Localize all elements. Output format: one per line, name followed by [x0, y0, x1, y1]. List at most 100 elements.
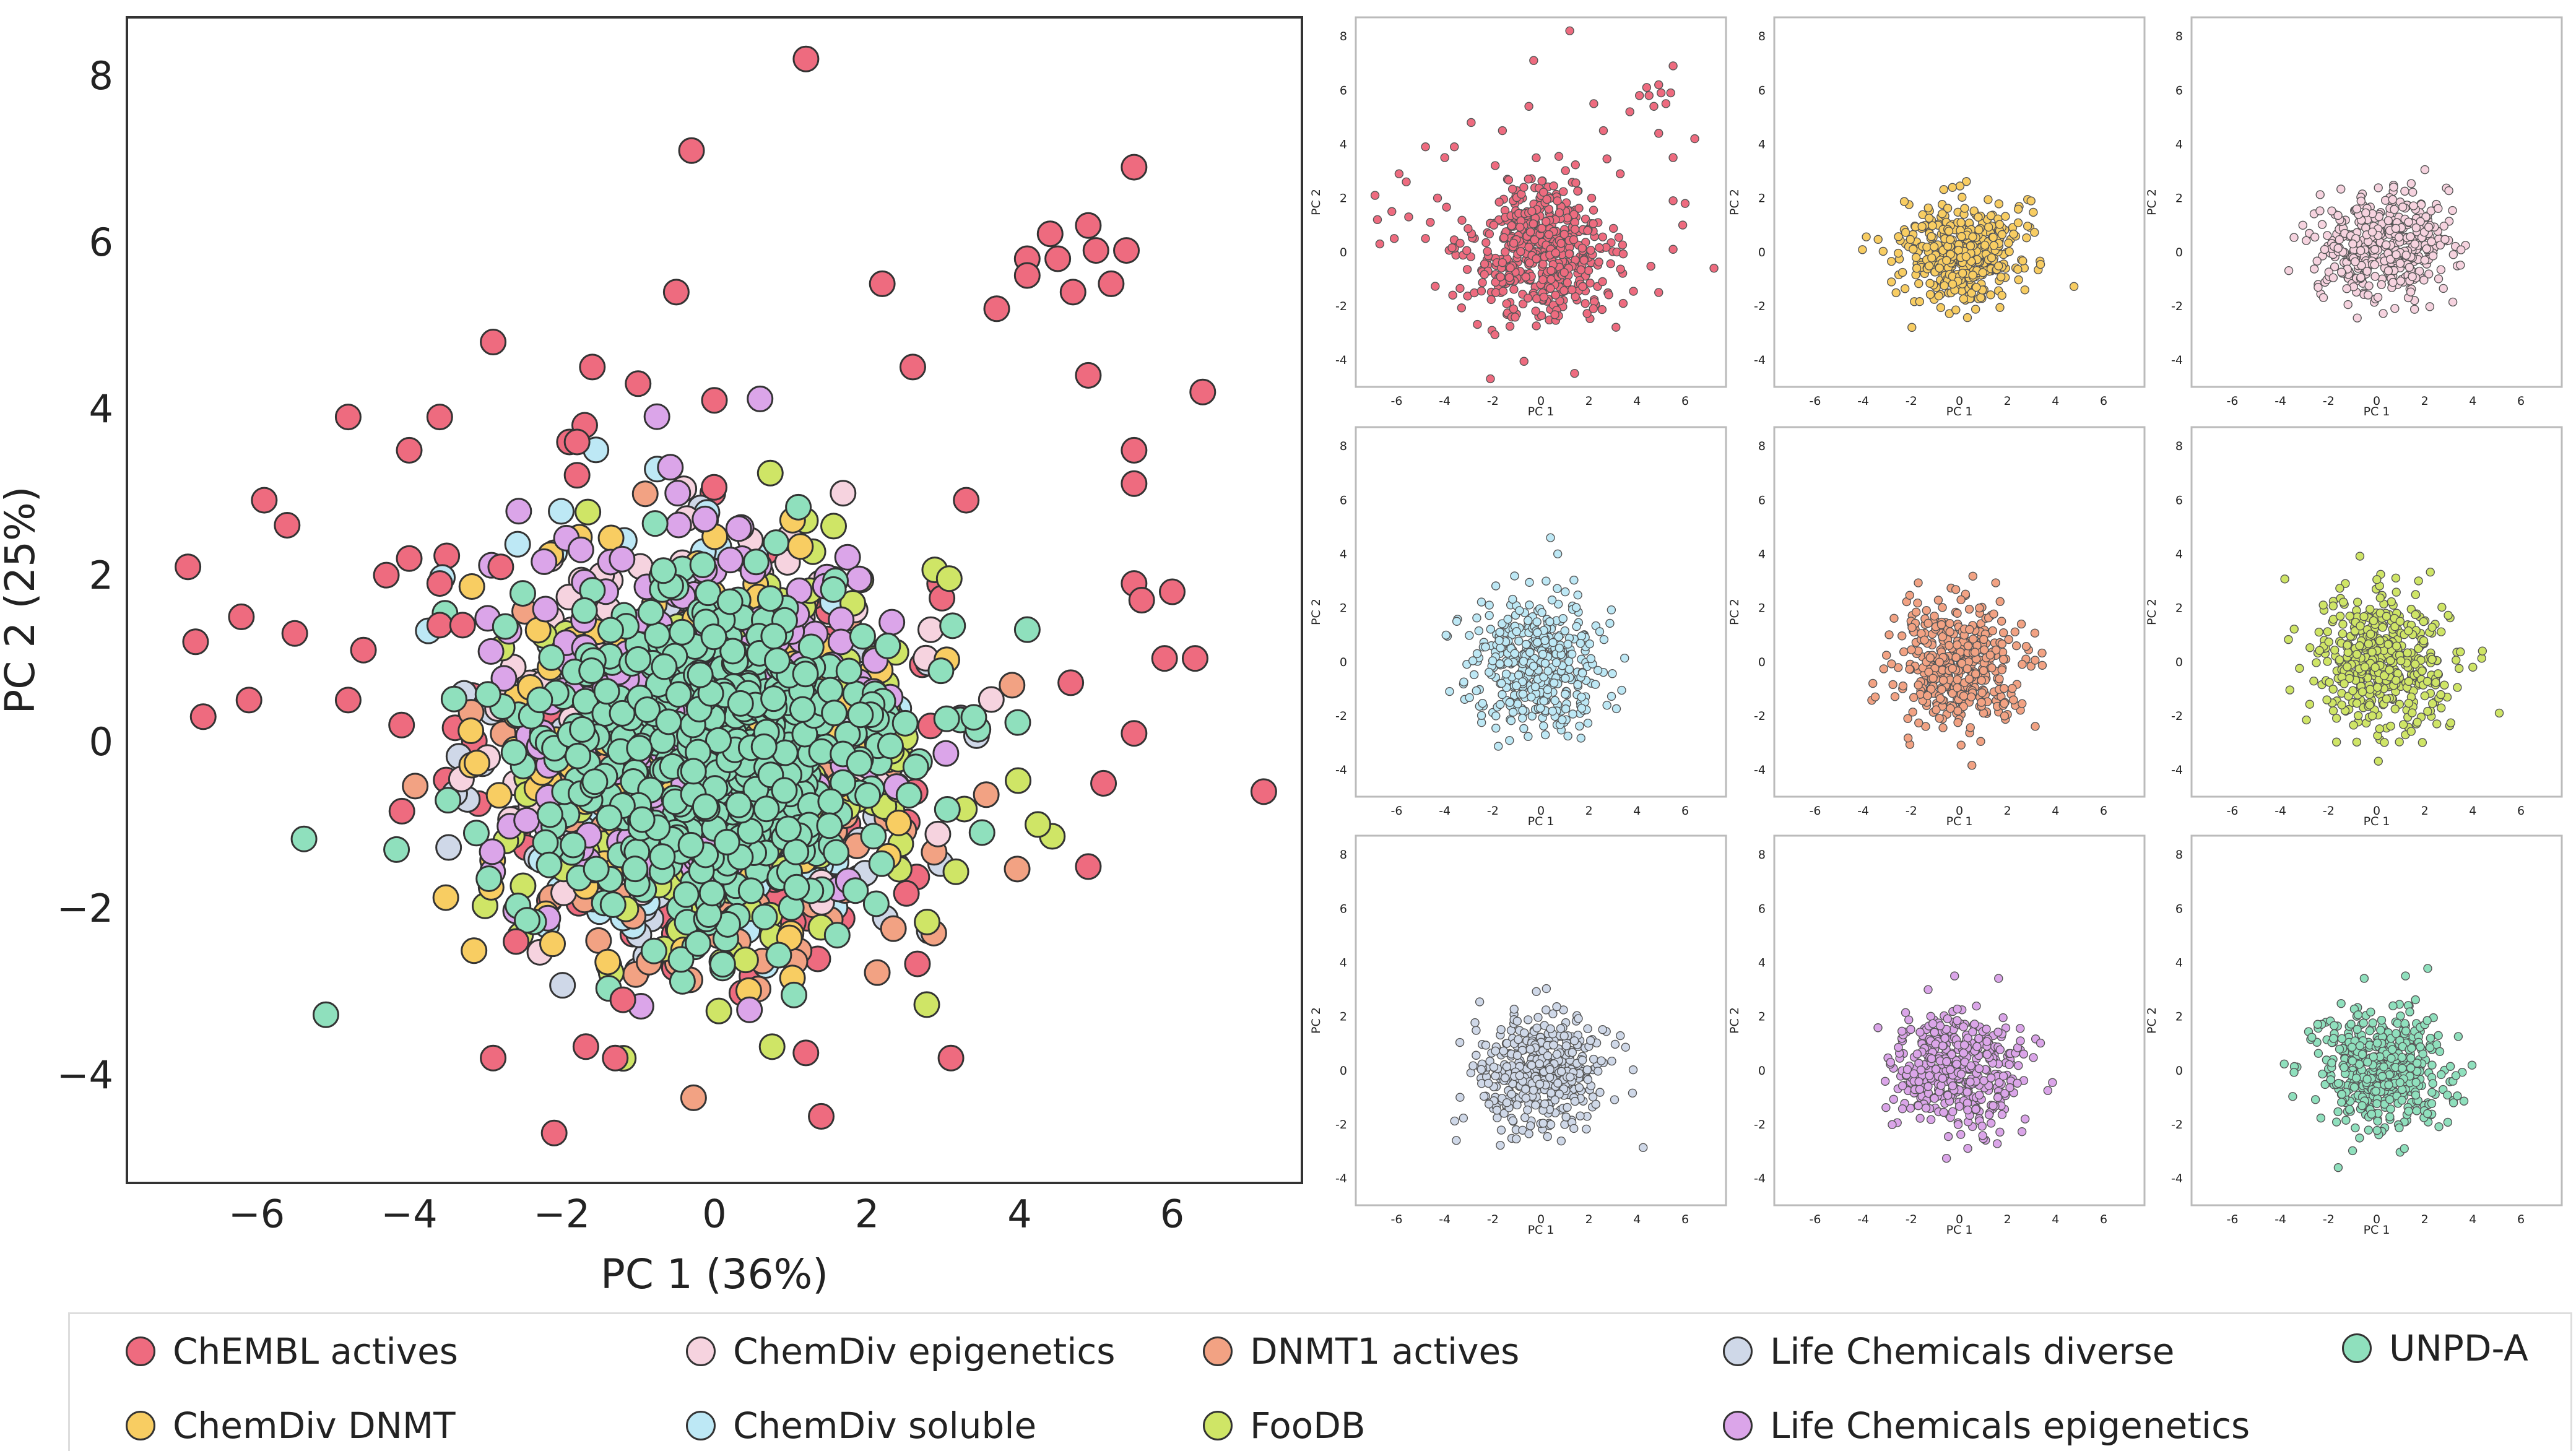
- data-point: [2352, 204, 2362, 214]
- data-point: [2330, 645, 2340, 655]
- data-point: [490, 665, 518, 692]
- data-point: [1935, 694, 1945, 703]
- x-tick-label: 6: [1681, 804, 1689, 818]
- data-point: [1189, 378, 1216, 405]
- data-point: [1925, 290, 1935, 299]
- data-point: [1589, 206, 1598, 215]
- data-point: [1944, 227, 1954, 236]
- y-tick-label: 4: [1340, 137, 1347, 151]
- y-tick-label: -2: [1335, 300, 1347, 313]
- data-point: [792, 45, 820, 72]
- data-point: [2375, 636, 2385, 646]
- data-point: [1598, 277, 1607, 287]
- data-point: [904, 950, 931, 977]
- data-point: [1474, 626, 1483, 636]
- data-point: [2339, 597, 2348, 607]
- data-point: [917, 616, 944, 643]
- data-point: [509, 580, 536, 607]
- data-point: [657, 454, 684, 481]
- data-point: [1965, 625, 1974, 635]
- data-point: [1932, 705, 1941, 714]
- data-point: [2427, 623, 2437, 632]
- x-tick-label: 6: [1681, 394, 1689, 408]
- y-axis-label: PC 2: [1309, 189, 1323, 215]
- data-point: [2298, 220, 2307, 230]
- data-point: [1577, 692, 1586, 702]
- data-point: [1894, 248, 1903, 258]
- data-point: [2016, 619, 2026, 629]
- data-point: [2324, 637, 2333, 647]
- data-point: [1925, 653, 1935, 662]
- data-point: [680, 1084, 707, 1111]
- data-point: [2392, 641, 2401, 651]
- x-tick-label: -6: [2227, 804, 2239, 818]
- data-point: [388, 797, 415, 825]
- data-point: [1508, 594, 1517, 604]
- x-tick-label: -6: [1391, 804, 1403, 818]
- data-point: [2422, 677, 2432, 686]
- data-point: [1483, 246, 1492, 256]
- data-point: [1887, 659, 1896, 669]
- y-tick-label: 0: [2175, 246, 2183, 259]
- data-point: [640, 937, 667, 964]
- data-point: [1956, 740, 1966, 750]
- data-point: [1984, 222, 1993, 232]
- data-point: [1989, 609, 1998, 619]
- data-point: [942, 858, 969, 885]
- data-point: [1920, 635, 1929, 645]
- data-point: [1486, 295, 1496, 305]
- data-point: [2355, 552, 2365, 561]
- data-point: [531, 548, 558, 575]
- data-point: [504, 531, 531, 558]
- data-point: [1532, 321, 1541, 331]
- data-point: [1907, 623, 1917, 632]
- data-point: [2370, 272, 2380, 281]
- data-point: [1505, 736, 1514, 745]
- data-point: [474, 681, 501, 708]
- data-point: [1529, 56, 1538, 65]
- data-point: [1527, 207, 1537, 216]
- data-point: [1608, 669, 1617, 678]
- data-point: [1924, 214, 1934, 223]
- data-point: [669, 618, 696, 646]
- data-point: [1496, 272, 1505, 282]
- data-point: [1980, 240, 1990, 250]
- data-point: [426, 612, 453, 639]
- data-point: [1519, 657, 1529, 666]
- data-point: [532, 829, 559, 856]
- data-point: [1937, 685, 1946, 694]
- x-tick-label: -4: [1439, 1213, 1451, 1226]
- y-tick-label: 2: [2175, 192, 2183, 206]
- data-point: [2285, 685, 2295, 695]
- data-point: [1525, 648, 1535, 657]
- data-point: [2420, 691, 2430, 701]
- y-tick-label: -2: [1754, 709, 1766, 723]
- data-point: [1555, 208, 1564, 217]
- data-point: [1545, 617, 1555, 626]
- data-point: [2363, 290, 2373, 300]
- data-point: [2410, 240, 2420, 249]
- data-point: [463, 750, 490, 777]
- data-point: [1939, 185, 1948, 194]
- data-point: [2388, 278, 2398, 287]
- data-point: [2411, 590, 2421, 599]
- data-point: [1907, 323, 1917, 332]
- data-point: [1587, 193, 1597, 203]
- data-point: [2331, 714, 2341, 723]
- data-point: [625, 370, 652, 397]
- data-point: [1506, 263, 1515, 272]
- data-point: [1936, 620, 1946, 630]
- data-point: [1524, 175, 1533, 184]
- data-point: [1605, 618, 1615, 628]
- data-point: [1862, 232, 1871, 241]
- data-point: [1935, 657, 1945, 667]
- data-point: [513, 807, 540, 834]
- data-point: [1555, 643, 1564, 653]
- data-point: [1870, 692, 1880, 701]
- data-point: [539, 930, 566, 958]
- data-point: [1516, 247, 1525, 256]
- data-point: [2280, 574, 2289, 584]
- data-point: [1441, 630, 1451, 640]
- y-tick-label: 8: [1340, 440, 1347, 453]
